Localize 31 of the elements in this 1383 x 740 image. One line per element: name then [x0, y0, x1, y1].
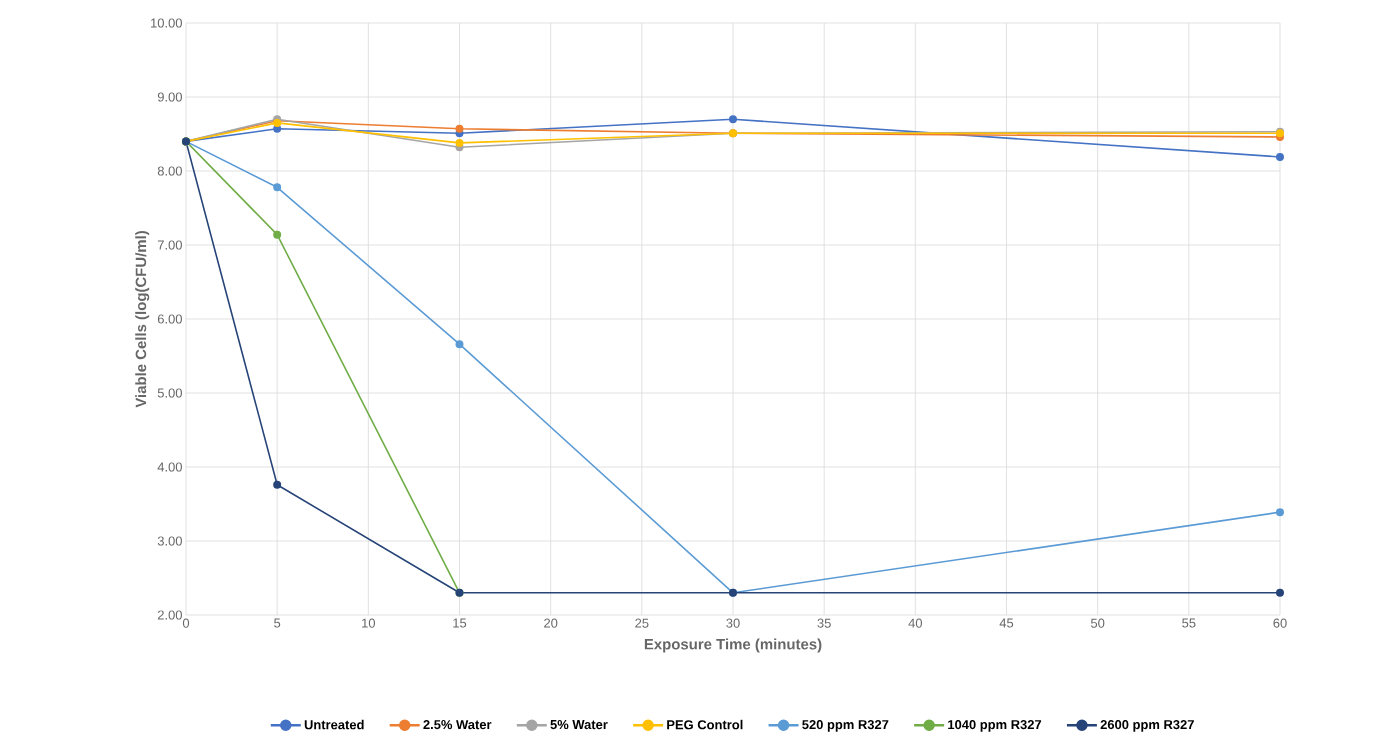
y-tick-label: 7.00	[157, 240, 182, 250]
x-tick-label: 35	[817, 618, 831, 628]
legend-label: 1040 ppm R327	[948, 719, 1042, 732]
y-tick-label: 4.00	[157, 462, 182, 472]
x-tick-label: 60	[1273, 618, 1287, 628]
x-tick-label: 50	[1090, 618, 1105, 628]
legend-label: 520 ppm R327	[802, 719, 889, 732]
x-tick-label: 40	[908, 618, 923, 628]
legend-label: 2600 ppm R327	[1100, 719, 1194, 732]
x-tick-label: 45	[999, 618, 1014, 628]
x-tick-label: 30	[726, 618, 740, 628]
legend-label: Untreated	[304, 719, 364, 730]
y-tick-label: 2.00	[157, 610, 182, 620]
y-tick-label: 5.00	[157, 388, 182, 398]
x-tick-label: 10	[362, 618, 376, 628]
y-tick-label: 8.00	[157, 166, 182, 176]
x-tick-label: 15	[453, 618, 467, 628]
x-tick-label: 5	[274, 618, 281, 628]
y-tick-label: 9.00	[157, 92, 182, 102]
legend-label: PEG Control	[667, 719, 743, 730]
x-axis-title: Exposure Time (minutes)	[644, 638, 822, 653]
y-tick-label: 6.00	[157, 314, 182, 324]
y-axis-title: Viable Cells (log(CFU/ml)	[135, 231, 150, 408]
legend-label: 5% Water	[550, 720, 608, 730]
x-tick-label: 25	[635, 618, 649, 628]
legend-label: 2.5% Water	[423, 719, 492, 730]
x-tick-label: 55	[1182, 618, 1196, 628]
y-tick-label: 10.00	[151, 18, 182, 28]
x-tick-label: 0	[182, 618, 190, 628]
y-tick-label: 3.00	[157, 536, 182, 546]
x-tick-label: 20	[544, 618, 558, 628]
